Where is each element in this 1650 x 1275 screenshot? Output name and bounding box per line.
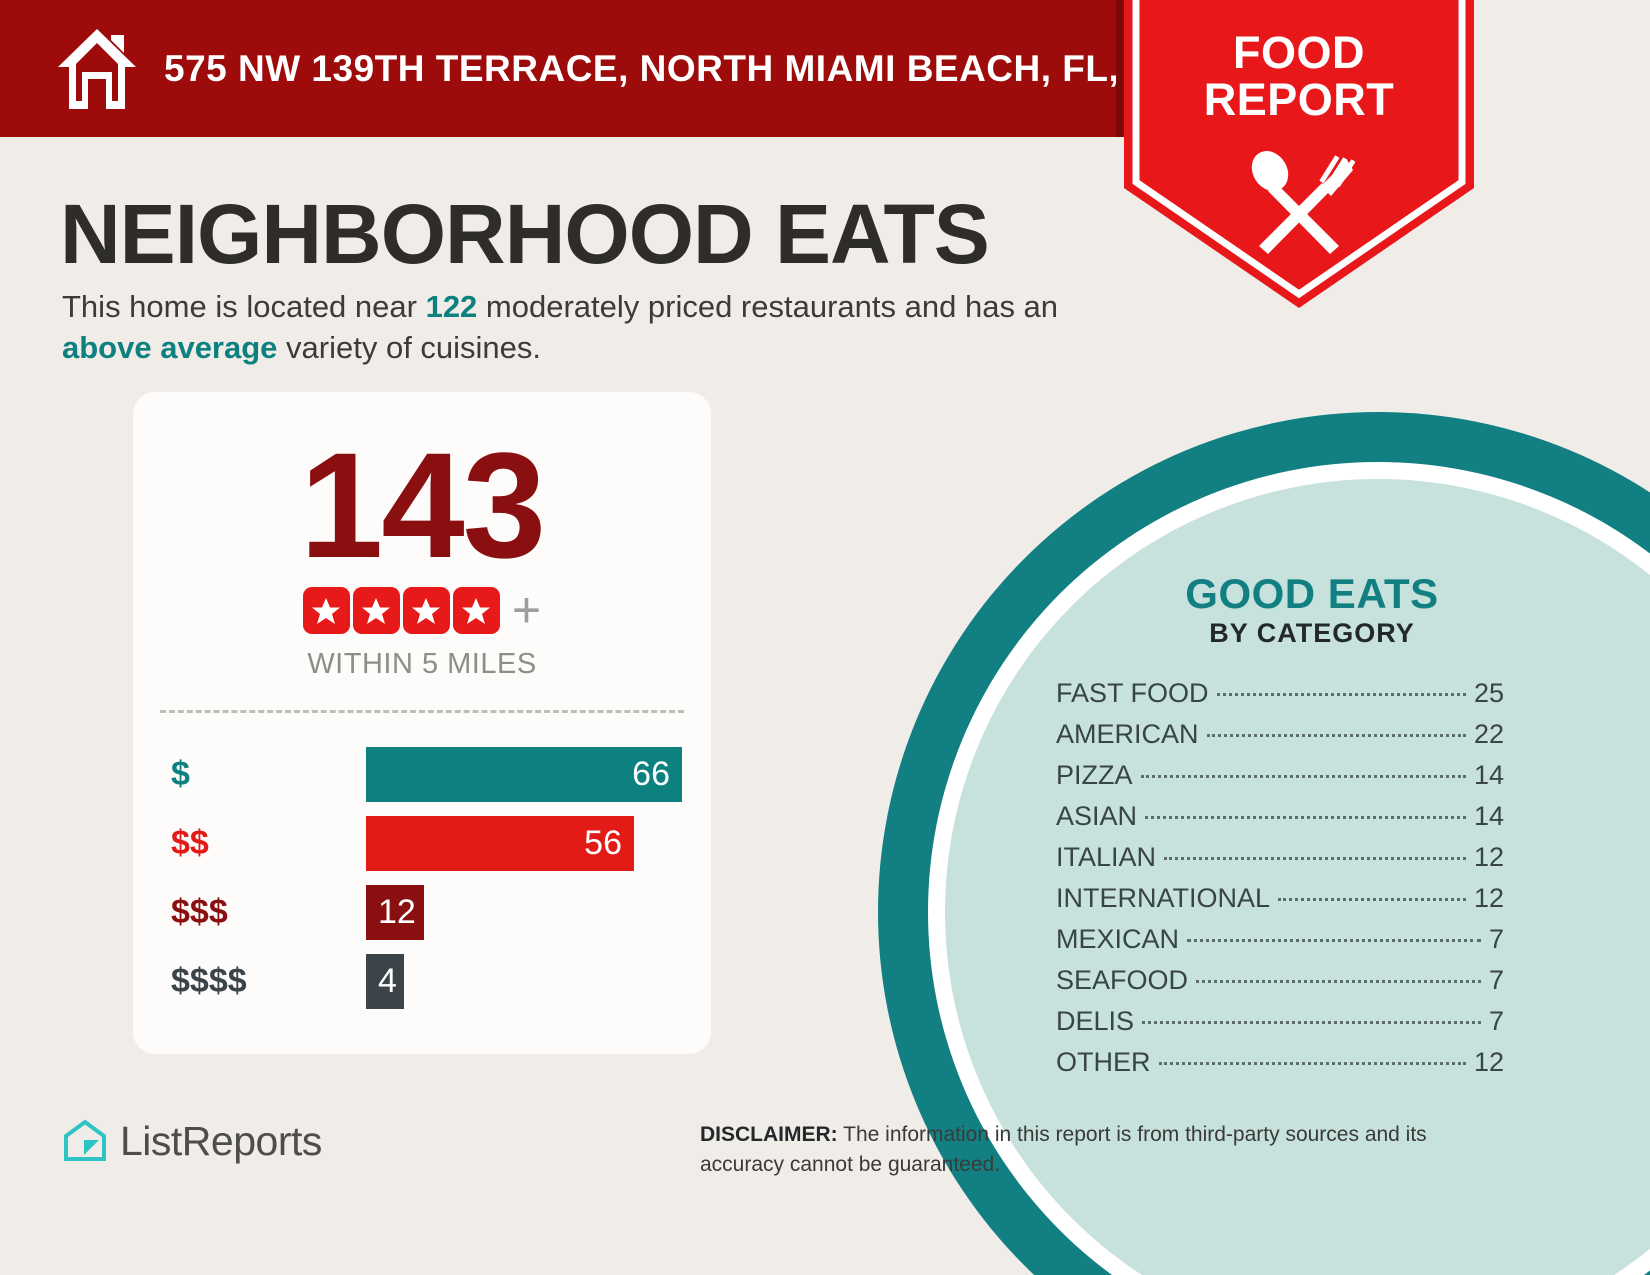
- star-icon: [402, 587, 450, 634]
- category-list: FAST FOOD 25 AMERICAN 22 PIZZA 14 ASIAN 14 ITALI…: [1056, 678, 1504, 1088]
- category-dot-leader: [1206, 734, 1466, 737]
- category-dot-leader: [1216, 693, 1466, 696]
- price-tier-bar-chart: $66 $$ 56 $$$ 12 $$$$ 4: [133, 740, 711, 1016]
- good-eats-subtitle: BY CATEGORY: [1209, 618, 1415, 648]
- badge-shield-shape: [1124, 0, 1474, 308]
- star-icon: [352, 587, 400, 634]
- category-dot-leader: [1158, 1062, 1466, 1065]
- subtitle-part-3: variety of cuisines.: [277, 330, 542, 366]
- price-tier-row: $$$ 12: [133, 878, 711, 947]
- category-row: ITALIAN 12: [1056, 842, 1504, 883]
- price-tier-label: $: [171, 755, 190, 793]
- category-count: 14: [1473, 801, 1504, 831]
- price-tier-label: $$$$: [171, 962, 247, 1000]
- category-row: AMERICAN 22: [1056, 719, 1504, 760]
- price-tier-track: 4: [366, 947, 711, 1016]
- listreports-logo: ListReports: [63, 1118, 322, 1165]
- star-plus-sign: +: [511, 582, 542, 638]
- category-row: OTHER 12: [1056, 1047, 1504, 1088]
- subtitle-part-1: This home is located near: [62, 289, 426, 324]
- price-tier-label: $$$: [171, 893, 228, 931]
- disclaimer-label: DISCLAIMER:: [700, 1123, 838, 1146]
- subtitle-part-2: moderately priced restaurants and has an: [477, 289, 1059, 324]
- category-name: ITALIAN: [1056, 842, 1157, 872]
- price-tier-row: $$ 56: [133, 809, 711, 878]
- star-icon: [302, 587, 350, 634]
- page-title: NEIGHBORHOOD EATS: [60, 187, 990, 281]
- address-text: 575 NW 139TH TERRACE, NORTH MIAMI BEACH,…: [164, 47, 1236, 89]
- category-dot-leader: [1278, 898, 1466, 901]
- price-tier-track: 12: [366, 878, 711, 947]
- spoon-fork-icon: [1251, 151, 1355, 254]
- within-miles-label: WITHIN 5 MILES: [307, 648, 537, 680]
- category-dot-leader: [1145, 816, 1466, 819]
- category-row: ASIAN 14: [1056, 801, 1504, 842]
- category-name: ASIAN: [1056, 801, 1138, 831]
- badge-label: FOOD REPORT: [1124, 27, 1474, 125]
- category-row: DELIS 7: [1056, 1006, 1504, 1047]
- category-count: 14: [1473, 760, 1504, 790]
- star-rating: +: [133, 582, 711, 638]
- category-count: 7: [1488, 965, 1504, 995]
- category-row: MEXICAN 7: [1056, 924, 1504, 965]
- category-count: 7: [1488, 924, 1504, 954]
- price-tier-bar: 4: [366, 954, 404, 1009]
- listreports-house-icon: [64, 1119, 106, 1161]
- category-name: FAST FOOD: [1056, 678, 1209, 708]
- category-name: SEAFOOD: [1056, 965, 1189, 995]
- stat-card: 143 + WITHIN 5 MILES $66 $$ 56 $$$ 12 $$$$ 4: [133, 392, 711, 1054]
- disclaimer: DISCLAIMER: The information in this repo…: [700, 1120, 1512, 1181]
- category-name: AMERICAN: [1056, 719, 1199, 749]
- good-eats-title: GOOD EATS: [1185, 570, 1439, 617]
- subtitle-highlight-count: 122: [425, 289, 478, 324]
- category-dot-leader: [1187, 939, 1481, 942]
- category-count: 7: [1488, 1006, 1504, 1036]
- subtitle-highlight-variety: above average: [62, 330, 278, 366]
- category-count: 25: [1473, 678, 1504, 708]
- category-row: PIZZA 14: [1056, 760, 1504, 801]
- category-dot-leader: [1140, 775, 1466, 778]
- badge-line-2: REPORT: [1203, 73, 1395, 125]
- category-count: 22: [1473, 719, 1504, 749]
- home-icon: [58, 28, 136, 109]
- category-count: 12: [1473, 883, 1504, 913]
- star-icon: [452, 587, 500, 634]
- category-dot-leader: [1196, 980, 1481, 983]
- card-divider: [160, 710, 684, 713]
- food-report-badge: FOOD REPORT: [1124, 0, 1474, 308]
- price-tier-label: $$: [171, 824, 209, 862]
- price-tier-bar: 56: [366, 816, 634, 871]
- category-dot-leader: [1164, 857, 1466, 860]
- category-count: 12: [1473, 1047, 1504, 1077]
- price-tier-track: 56: [366, 809, 711, 878]
- restaurant-count: 143: [299, 421, 546, 589]
- category-dot-leader: [1142, 1021, 1481, 1024]
- badge-line-1: FOOD: [1233, 27, 1365, 78]
- price-tier-track: 66: [366, 740, 711, 809]
- price-tier-bar: 12: [366, 885, 424, 940]
- category-row: FAST FOOD 25: [1056, 678, 1504, 719]
- category-name: OTHER: [1056, 1047, 1151, 1077]
- category-name: PIZZA: [1056, 760, 1133, 790]
- category-name: MEXICAN: [1056, 924, 1180, 954]
- price-tier-row: $$$$ 4: [133, 947, 711, 1016]
- category-row: SEAFOOD 7: [1056, 965, 1504, 1006]
- price-tier-bar: 66: [366, 747, 682, 802]
- category-row: INTERNATIONAL 12: [1056, 883, 1504, 924]
- category-count: 12: [1473, 842, 1504, 872]
- category-name: INTERNATIONAL: [1056, 883, 1271, 913]
- disclaimer-text: The information in this report is from t…: [700, 1123, 1427, 1177]
- price-tier-row: $66: [133, 740, 711, 809]
- category-name: DELIS: [1056, 1006, 1135, 1036]
- listreports-logo-text: ListReports: [120, 1118, 322, 1164]
- subtitle: This home is located near 122 moderately…: [62, 286, 1102, 368]
- header-bar: 575 NW 139TH TERRACE, NORTH MIAMI BEACH,…: [0, 0, 1235, 137]
